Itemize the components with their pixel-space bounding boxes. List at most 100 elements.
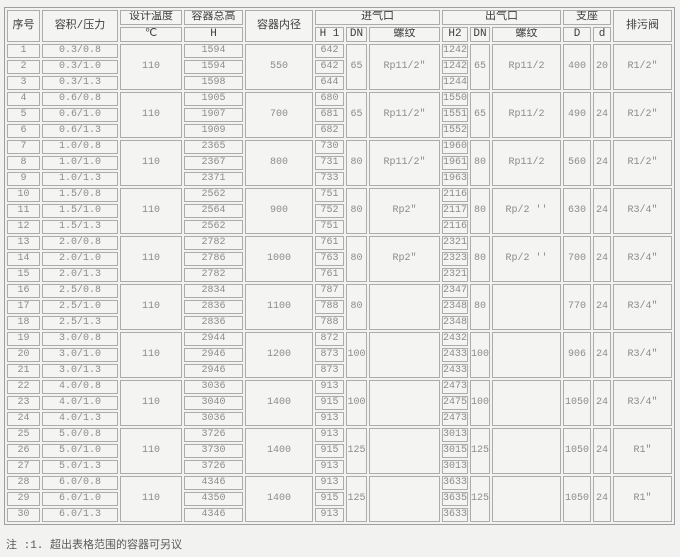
table-row: 15 2.0/1.3 2782 761 2321: [7, 268, 672, 282]
header-outlet-thread: 螺纹: [492, 27, 562, 42]
table-row: 30 6.0/1.3 4346 913 3633: [7, 508, 672, 522]
header-inlet-group: 进气口: [315, 10, 441, 25]
cell-total-height: 1907: [184, 108, 243, 122]
cell-volume-pressure: 0.6/1.3: [42, 124, 118, 138]
table-row: 9 1.0/1.3 2371 733 1963: [7, 172, 672, 186]
cell-inner-diameter: 1400: [245, 428, 313, 474]
cell-volume-pressure: 2.0/0.8: [42, 236, 118, 250]
cell-inlet-thread: Rp11/2″: [369, 44, 441, 90]
cell-inlet-dn: 80: [346, 140, 367, 186]
cell-outlet-h2: 2473: [442, 380, 469, 394]
cell-inlet-h1: 763: [315, 252, 344, 266]
table-row: 7 1.0/0.8 110 2365 800 730 80 Rp11/2″ 1960 80 Rp11…: [7, 140, 673, 186]
cell-volume-pressure: 3.0/0.8: [42, 332, 118, 346]
table-row: 16 2.5/0.8 110 2834 1100 787 80 2347 80 770 24 R3/4…: [7, 284, 673, 330]
cell-total-height: 1905: [184, 92, 243, 106]
table-row: 2 0.3/1.0 1594 642 1242: [7, 60, 672, 74]
cell-inlet-h1: 873: [315, 348, 344, 362]
cell-support-D: 770: [563, 284, 592, 330]
header-inner-diameter: 容器内径: [245, 10, 313, 42]
cell-total-height: 3730: [184, 444, 243, 458]
cell-support-d: 24: [593, 380, 612, 426]
cell-support-d: 24: [593, 236, 612, 282]
table-row: 5 0.6/1.0 1907 681 1551: [7, 108, 672, 122]
cell-support-d: 24: [593, 140, 612, 186]
cell-volume-pressure: 2.5/1.3: [42, 316, 118, 330]
cell-inlet-h1: 873: [315, 364, 344, 378]
cell-total-height: 3036: [184, 412, 243, 426]
footnote: 注 :1. 超出表格范围的容器可另议: [6, 540, 183, 552]
cell-support-D: 1050: [563, 476, 592, 522]
cell-inner-diameter: 1400: [245, 476, 313, 522]
table-row: 24 4.0/1.3 3036 913 2473: [7, 412, 672, 426]
cell-inlet-h1: 751: [315, 220, 344, 234]
cell-outlet-h2: 2473: [442, 412, 469, 426]
cell-outlet-dn: 80: [470, 140, 491, 186]
cell-total-height: 2367: [184, 156, 243, 170]
header-row-1: 序号 容积/压力 设计温度 容器总高 容器内径 进气口 出气口 支座 排污阀: [7, 10, 673, 42]
cell-inner-diameter: 1000: [245, 236, 313, 282]
cell-inlet-h1: 788: [315, 300, 344, 314]
cell-serial: 16: [7, 284, 40, 298]
cell-total-height: 1594: [184, 44, 243, 58]
cell-inlet-dn: 125: [346, 428, 367, 474]
cell-total-height: 2836: [184, 316, 243, 330]
cell-inlet-h1: 644: [315, 76, 344, 90]
header-outlet-h2: H2: [442, 27, 469, 42]
cell-inlet-dn: 100: [346, 380, 367, 426]
cell-volume-pressure: 0.3/1.3: [42, 76, 118, 90]
cell-outlet-thread: Rp11/2: [492, 44, 562, 90]
cell-outlet-h2: 3633: [442, 508, 469, 522]
cell-outlet-h2: 2433: [442, 348, 469, 362]
cell-volume-pressure: 0.3/0.8: [42, 44, 118, 58]
cell-outlet-h2: 3635: [442, 492, 469, 506]
cell-inlet-h1: 913: [315, 380, 344, 394]
cell-outlet-thread: [492, 380, 562, 426]
table-row: 8 1.0/1.0 2367 731 1961: [7, 156, 672, 170]
cell-inlet-dn: 100: [346, 332, 367, 378]
cell-inlet-h1: 733: [315, 172, 344, 186]
cell-volume-pressure: 5.0/0.8: [42, 428, 118, 442]
cell-volume-pressure: 6.0/1.0: [42, 492, 118, 506]
table-row: 27 5.0/1.3 3726 913 3013: [7, 460, 672, 474]
cell-serial: 9: [7, 172, 40, 186]
cell-serial: 3: [7, 76, 40, 90]
cell-total-height: 3726: [184, 428, 243, 442]
cell-outlet-dn: 65: [470, 44, 491, 90]
cell-inlet-h1: 731: [315, 156, 344, 170]
cell-inner-diameter: 1400: [245, 380, 313, 426]
cell-outlet-dn: 80: [470, 284, 491, 330]
cell-serial: 21: [7, 364, 40, 378]
table-row: 25 5.0/0.8 110 3726 1400 913 125 3013 125 1050 24 R…: [7, 428, 673, 474]
cell-outlet-dn: 80: [470, 188, 491, 234]
cell-outlet-h2: 1242: [442, 44, 469, 58]
cell-drain-valve: R1″: [613, 476, 673, 522]
header-volume-pressure: 容积/压力: [42, 10, 118, 42]
header-support-D: D: [563, 27, 592, 42]
cell-drain-valve: R1/2″: [613, 140, 673, 186]
cell-inlet-dn: 125: [346, 476, 367, 522]
cell-inlet-dn: 65: [346, 92, 367, 138]
header-drain-valve: 排污阀: [613, 10, 673, 42]
cell-outlet-thread: Rp/2 ′′: [492, 236, 562, 282]
cell-total-height: 2786: [184, 252, 243, 266]
cell-inlet-h1: 751: [315, 188, 344, 202]
cell-drain-valve: R3/4″: [613, 284, 673, 330]
cell-inlet-h1: 680: [315, 92, 344, 106]
cell-outlet-dn: 80: [470, 236, 491, 282]
cell-serial: 8: [7, 156, 40, 170]
cell-total-height: 2834: [184, 284, 243, 298]
cell-volume-pressure: 1.5/0.8: [42, 188, 118, 202]
cell-drain-valve: R3/4″: [613, 332, 673, 378]
header-row-2: ℃ H H 1 DN 螺纹 H2 DN 螺纹 D d: [7, 27, 672, 42]
cell-volume-pressure: 1.0/0.8: [42, 140, 118, 154]
header-support-group: 支座: [563, 10, 612, 25]
cell-inlet-dn: 80: [346, 236, 367, 282]
table-header: 序号 容积/压力 设计温度 容器总高 容器内径 进气口 出气口 支座 排污阀 ℃…: [7, 10, 673, 42]
cell-serial: 29: [7, 492, 40, 506]
cell-outlet-dn: 125: [470, 428, 491, 474]
cell-serial: 28: [7, 476, 40, 490]
cell-outlet-thread: [492, 332, 562, 378]
cell-inlet-thread: [369, 380, 441, 426]
